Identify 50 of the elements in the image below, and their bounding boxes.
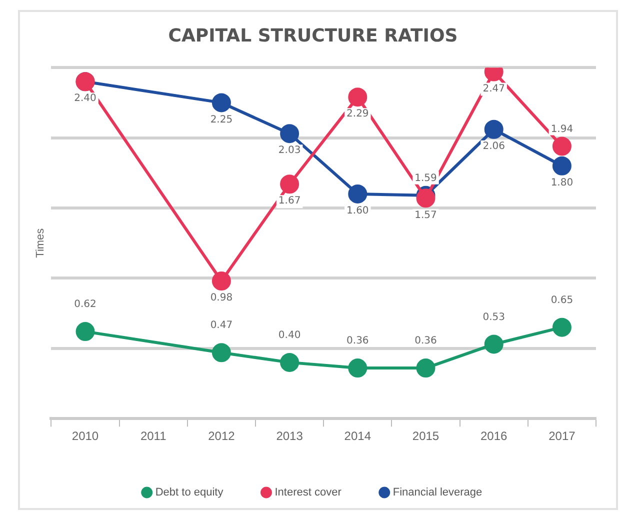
point [212,343,231,362]
point [280,352,300,372]
data-label: 0.98 [210,292,233,304]
x-tick-label: 2012 [208,429,236,444]
point [552,318,572,337]
data-label: 0.36 [414,336,437,347]
data-label: 0.65 [550,294,574,306]
x-tick-label: 2015 [412,429,440,444]
data-label: 0.62 [74,299,96,310]
data-label: 2.06 [482,140,505,152]
data-label: 1.67 [278,196,301,207]
point [484,334,504,354]
data-label: 0.47 [210,320,233,332]
point [348,88,368,107]
point [212,93,231,112]
point [416,358,436,378]
data-label: 0.53 [482,312,505,323]
x-tick-label: 2013 [276,429,304,444]
point [76,322,95,342]
point [212,272,231,291]
legend-label: Debt to equity [155,486,224,499]
data-label: 2.47 [482,83,505,94]
point [348,184,368,204]
legend-label: Financial leverage [392,486,482,499]
point [552,136,572,156]
data-label: 2.40 [74,93,96,104]
point [552,156,572,176]
data-label: 1.60 [346,206,369,217]
x-tick-label: 2010 [72,429,99,444]
data-label: 1.59 [414,172,437,184]
data-label: 0.36 [346,336,369,347]
data-label: 1.57 [414,210,437,221]
data-label: 0.40 [278,330,301,342]
point [280,124,300,144]
data-label: 1.80 [550,177,574,188]
data-label: 2.25 [210,114,233,126]
legend-label: Interest cover [274,486,342,499]
x-tick-label: 2016 [480,429,508,444]
data-label: 1.94 [550,124,574,135]
point [416,188,436,208]
x-tick-label: 2014 [344,429,372,444]
x-tick-label: 2011 [140,429,167,444]
point [348,358,368,378]
data-label: 2.29 [346,108,369,120]
y-axis-title: Times [34,228,47,258]
chart-title: CAPITAL STRUCTURE RATIOS [168,25,458,46]
point [280,174,300,194]
point [484,120,504,139]
x-tick-label: 2017 [548,429,576,444]
data-label: 2.03 [278,145,301,156]
